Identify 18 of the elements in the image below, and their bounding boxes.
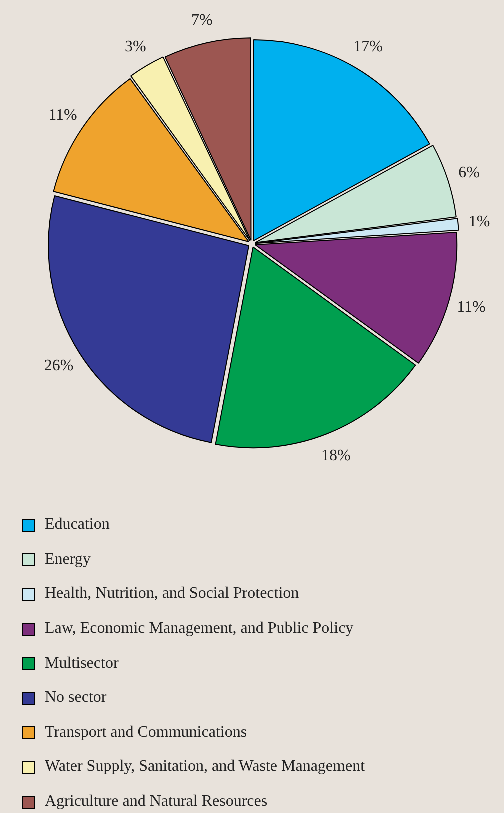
data-label: 1%: [468, 214, 490, 231]
legend-label: Law, Economic Management, and Public Policy: [45, 620, 354, 638]
legend-label: No sector: [45, 689, 107, 708]
legend-label: Energy: [45, 550, 91, 569]
legend-label: Agriculture and Natural Resources: [45, 793, 268, 812]
data-label: 26%: [44, 358, 74, 375]
data-label: 3%: [125, 38, 146, 56]
legend-label: Water Supply, Sanitation, and Waste Management: [45, 758, 366, 776]
data-label: 17%: [354, 38, 383, 56]
data-label: 11%: [457, 298, 486, 316]
data-label: 6%: [458, 164, 480, 182]
data-label: 18%: [321, 448, 351, 465]
legend-label: Education: [45, 516, 110, 534]
legend-label: Health, Nutrition, and Social Protection: [45, 585, 300, 604]
legend-label: Multisector: [45, 654, 119, 673]
legend-label: Transport and Communications: [45, 724, 248, 742]
data-label: 7%: [191, 12, 213, 30]
data-label: 11%: [48, 106, 78, 124]
